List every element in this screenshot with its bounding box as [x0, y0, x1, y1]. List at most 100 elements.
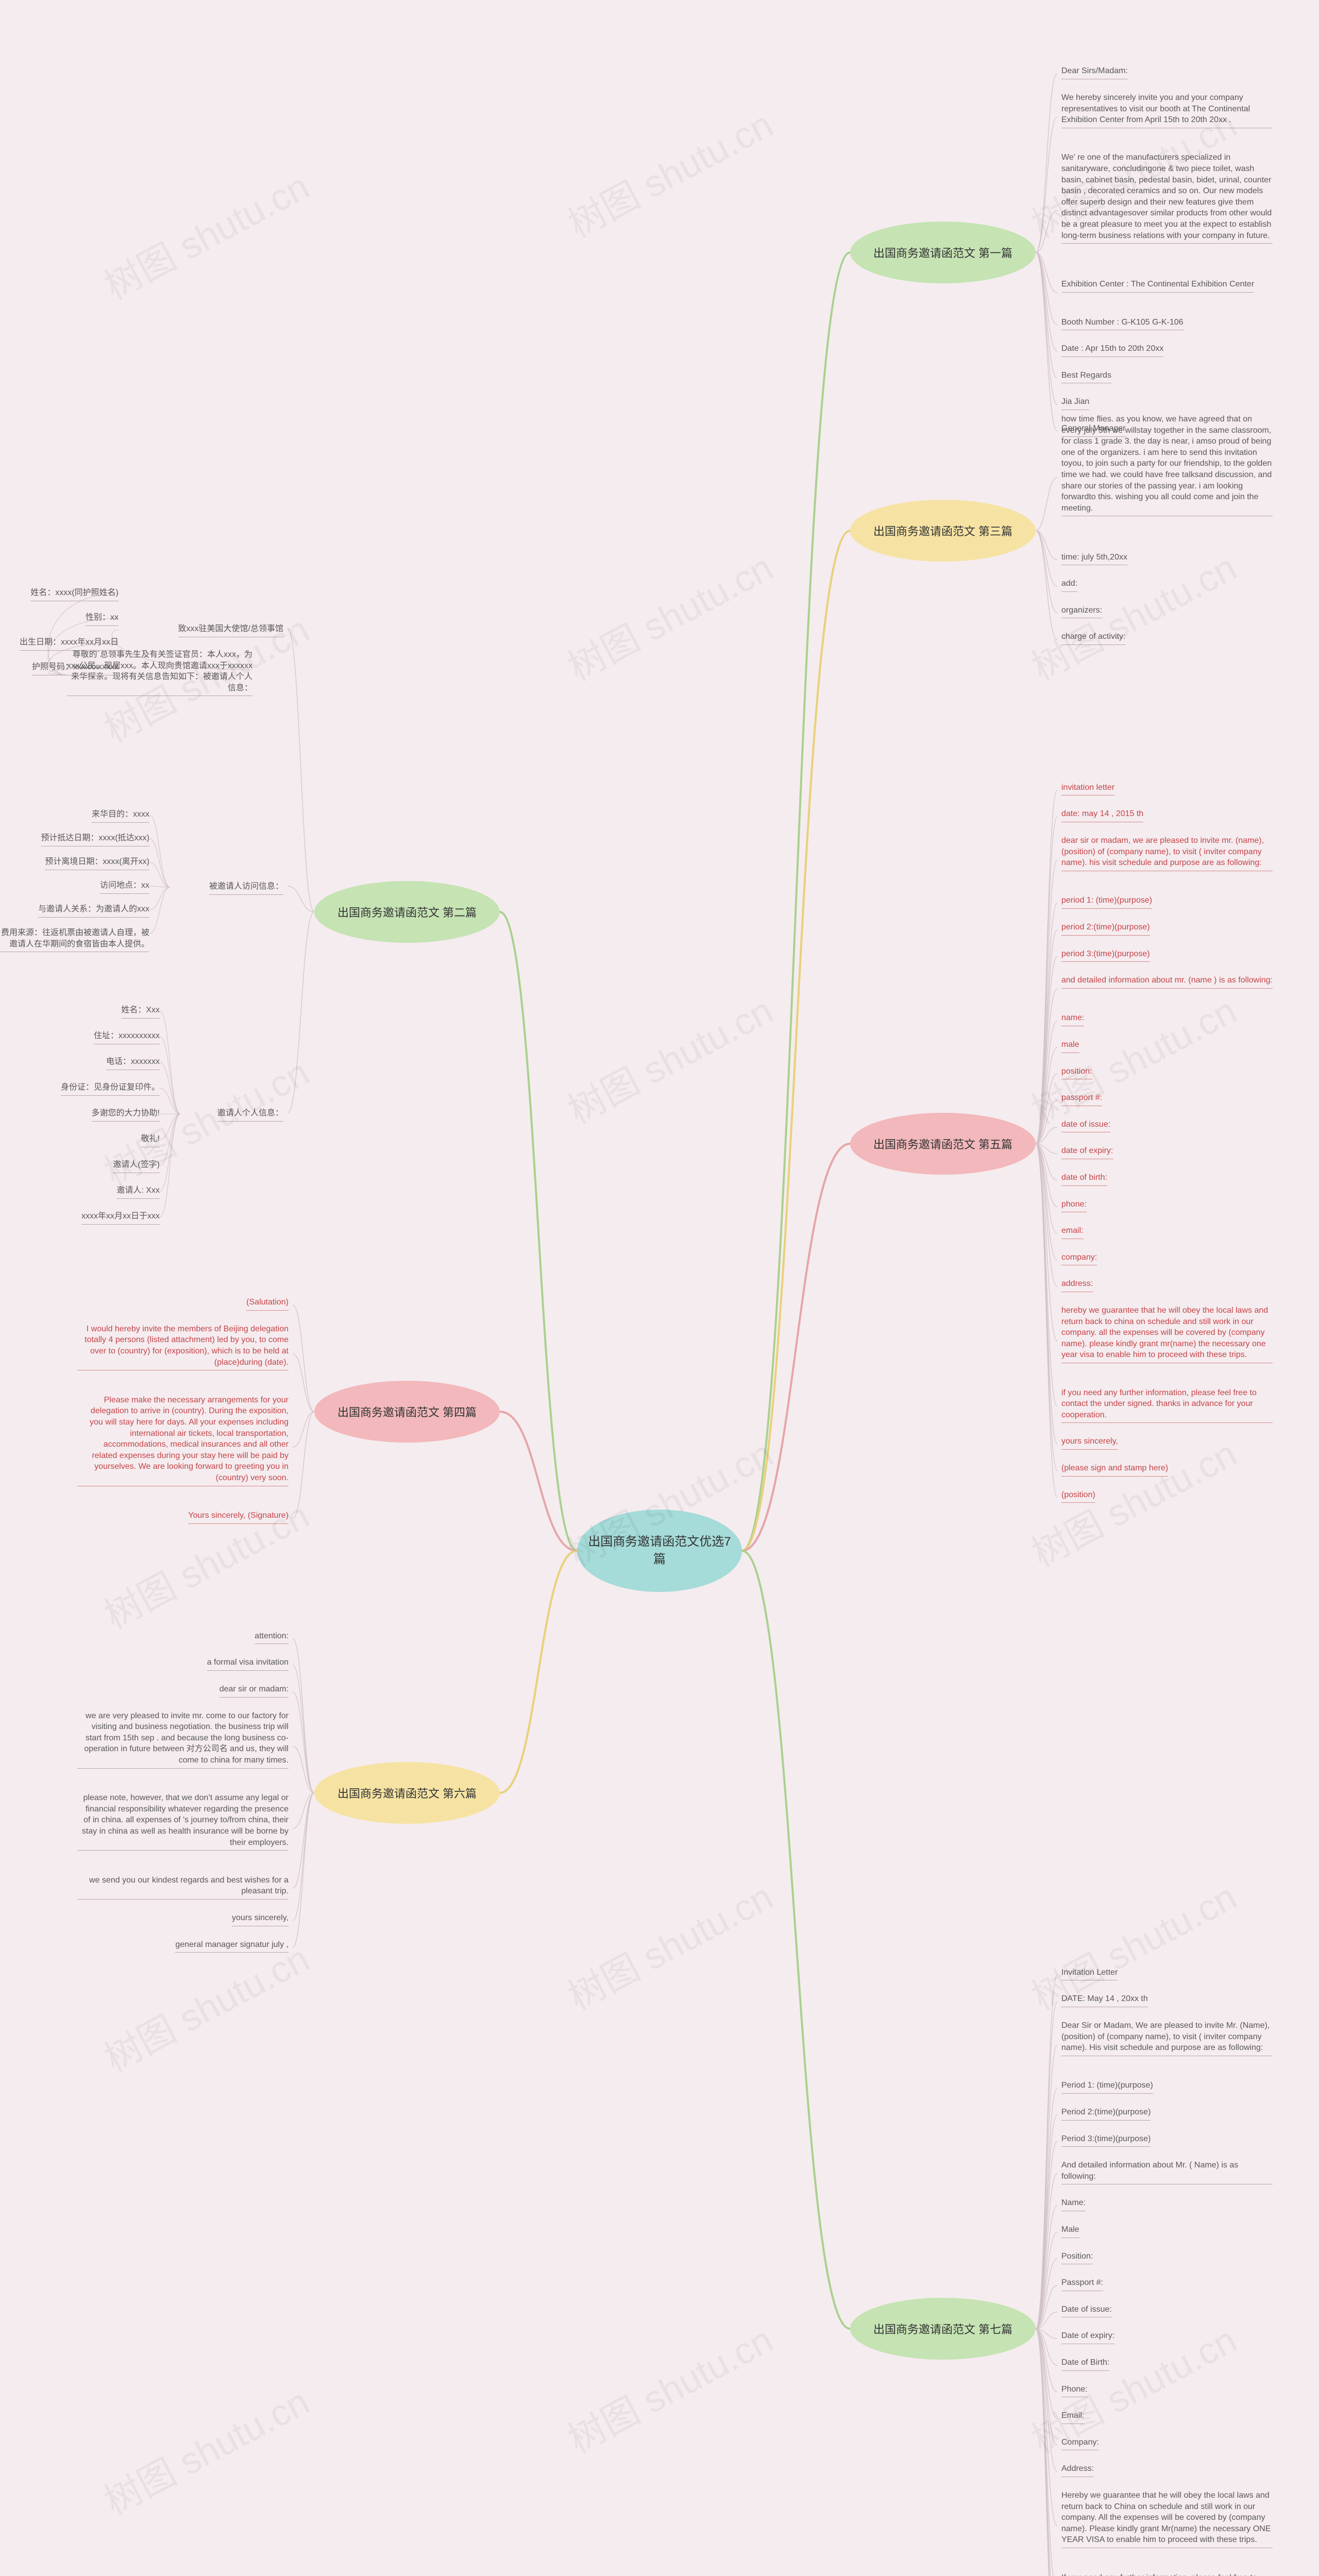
branch-node: 出国商务邀请函范文 第三篇: [850, 500, 1036, 562]
leaf-node: Hereby we guarantee that he will obey th…: [1061, 2490, 1273, 2548]
watermark: 树图 shutu.cn: [1021, 981, 1244, 1134]
leaf-node: period 2:(time)(purpose): [1061, 922, 1150, 936]
leaf-node: Phone:: [1061, 2384, 1088, 2398]
leaf-node: Booth Number : G-K105 G-K-106: [1061, 317, 1183, 331]
leaf-node: time: july 5th,20xx: [1061, 552, 1127, 566]
leaf-node: Company:: [1061, 2437, 1099, 2451]
leaf-node: Position:: [1061, 2251, 1093, 2265]
watermark: 树图 shutu.cn: [557, 2310, 781, 2463]
leaf-node: Exhibition Center : The Continental Exhi…: [1061, 279, 1254, 293]
leaf-node: position:: [1061, 1066, 1092, 1080]
leaf-node: 邀请人个人信息：: [217, 1108, 283, 1122]
leaf-node: name:: [1061, 1012, 1084, 1026]
leaf-node: company:: [1061, 1252, 1097, 1266]
leaf-node: 预计离境日期：xxxx(离开xx): [45, 856, 149, 870]
leaf-node: period 3:(time)(purpose): [1061, 948, 1150, 962]
leaf-node: Please make the necessary arrangements f…: [77, 1395, 289, 1486]
leaf-node: 来华目的：xxxx: [92, 809, 149, 823]
leaf-node: If you need any further information, ple…: [1061, 2572, 1273, 2576]
leaf-node: 邀请人(签字): [113, 1159, 160, 1173]
leaf-node: Passport #:: [1061, 2277, 1103, 2291]
watermark: 树图 shutu.cn: [1021, 2310, 1244, 2463]
leaf-node: Best Regards: [1061, 370, 1111, 384]
leaf-node: add:: [1061, 578, 1077, 592]
leaf-node: 访问地点：xx: [100, 880, 149, 894]
leaf-node: 姓名：xxxx(同护照姓名): [30, 587, 119, 601]
leaf-node: we are very pleased to invite mr. come t…: [77, 1710, 289, 1769]
leaf-node: Email:: [1061, 2410, 1084, 2424]
leaf-node: 多谢您的大力协助!: [92, 1108, 160, 1122]
watermark: 树图 shutu.cn: [1021, 1424, 1244, 1577]
leaf-node: charge of activity:: [1061, 631, 1126, 645]
leaf-node: 被邀请人访问信息：: [209, 881, 283, 895]
watermark: 树图 shutu.cn: [557, 538, 781, 691]
leaf-node: male: [1061, 1039, 1079, 1053]
leaf-node: Period 3:(time)(purpose): [1061, 2133, 1151, 2147]
leaf-node: 致xxx驻美国大使馆/总领事馆: [178, 623, 283, 637]
watermark: 树图 shutu.cn: [93, 2372, 317, 2525]
leaf-node: date: may 14 , 2015 th: [1061, 808, 1143, 822]
leaf-node: Address:: [1061, 2463, 1094, 2477]
leaf-node: date of issue:: [1061, 1119, 1110, 1133]
leaf-node: Invitation Letter: [1061, 1967, 1118, 1981]
leaf-node: (please sign and stamp here): [1061, 1463, 1168, 1477]
leaf-node: hereby we guarantee that he will obey th…: [1061, 1305, 1273, 1363]
leaf-node: We hereby sincerely invite you and your …: [1061, 92, 1273, 128]
leaf-node: email:: [1061, 1225, 1084, 1239]
leaf-node: dear sir or madam:: [219, 1684, 289, 1698]
branch-node: 出国商务邀请函范文 第四篇: [314, 1381, 500, 1443]
leaf-node: (position): [1061, 1489, 1095, 1503]
leaf-node: 电话：xxxxxxx: [106, 1056, 160, 1070]
leaf-node: Dear Sirs/Madam:: [1061, 65, 1128, 79]
leaf-node: 费用来源：往返机票由被邀请人自理，被邀请人在华期间的食宿皆由本人提供。: [0, 927, 149, 952]
leaf-node: Date of expiry:: [1061, 2330, 1114, 2344]
leaf-node: 住址：xxxxxxxxxx: [94, 1030, 160, 1044]
leaf-node: DATE: May 14 , 20xx th: [1061, 1993, 1148, 2007]
leaf-node: how time flies. as you know, we have agr…: [1061, 414, 1273, 516]
root-node: 出国商务邀请函范文优选7篇: [577, 1510, 742, 1592]
leaf-node: and detailed information about mr. (name…: [1061, 975, 1273, 989]
leaf-node: address:: [1061, 1278, 1093, 1292]
watermark: 树图 shutu.cn: [93, 1486, 317, 1639]
leaf-node: phone:: [1061, 1199, 1087, 1213]
leaf-node: a formal visa invitation: [207, 1657, 289, 1671]
leaf-node: Date : Apr 15th to 20th 20xx: [1061, 343, 1163, 357]
leaf-node: we send you our kindest regards and best…: [77, 1875, 289, 1900]
watermark: 树图 shutu.cn: [1021, 538, 1244, 691]
branch-node: 出国商务邀请函范文 第二篇: [314, 881, 500, 943]
watermark: 树图 shutu.cn: [93, 157, 317, 310]
branch-node: 出国商务邀请函范文 第五篇: [850, 1113, 1036, 1175]
branch-node: 出国商务邀请函范文 第六篇: [314, 1762, 500, 1824]
leaf-node: We' re one of the manufacturers speciali…: [1061, 152, 1273, 244]
leaf-node: organizers:: [1061, 605, 1102, 619]
leaf-node: if you need any further information, ple…: [1061, 1387, 1273, 1423]
leaf-node: And detailed information about Mr. ( Nam…: [1061, 2160, 1273, 2184]
leaf-node: I would hereby invite the members of Bei…: [77, 1324, 289, 1370]
leaf-node: passport #:: [1061, 1092, 1102, 1106]
leaf-node: Male: [1061, 2224, 1079, 2238]
leaf-node: Period 2:(time)(purpose): [1061, 2107, 1151, 2121]
leaf-node: Dear Sir or Madam, We are pleased to inv…: [1061, 2020, 1273, 2056]
leaf-node: Name:: [1061, 2197, 1086, 2211]
branch-node: 出国商务邀请函范文 第七篇: [850, 2298, 1036, 2360]
leaf-node: yours sincerely,: [232, 1912, 289, 1926]
leaf-node: 性别：xx: [86, 612, 119, 626]
leaf-node: Period 1: (time)(purpose): [1061, 2080, 1153, 2094]
leaf-node: dear sir or madam, we are pleased to inv…: [1061, 835, 1273, 871]
connectors-svg: [0, 0, 1319, 2576]
watermark: 树图 shutu.cn: [557, 95, 781, 248]
leaf-node: Yours sincerely, (Signature): [188, 1510, 289, 1524]
leaf-node: 邀请人: Xxx: [116, 1185, 160, 1199]
leaf-node: Jia Jian: [1061, 396, 1089, 410]
leaf-node: (Salutation): [246, 1297, 289, 1311]
leaf-node: yours sincerely,: [1061, 1436, 1118, 1450]
watermark: 树图 shutu.cn: [557, 1867, 781, 2020]
watermark: 树图 shutu.cn: [557, 981, 781, 1134]
leaf-node: invitation letter: [1061, 782, 1114, 796]
leaf-node: date of expiry:: [1061, 1145, 1113, 1159]
leaf-node: please note, however, that we don’t assu…: [77, 1792, 289, 1851]
leaf-node: period 1: (time)(purpose): [1061, 895, 1152, 909]
leaf-node: date of birth:: [1061, 1172, 1107, 1186]
leaf-node: 出生日期：xxxx年xx月xx日: [20, 637, 119, 651]
leaf-node: xxxx年xx月xx日于xxx: [81, 1211, 160, 1225]
